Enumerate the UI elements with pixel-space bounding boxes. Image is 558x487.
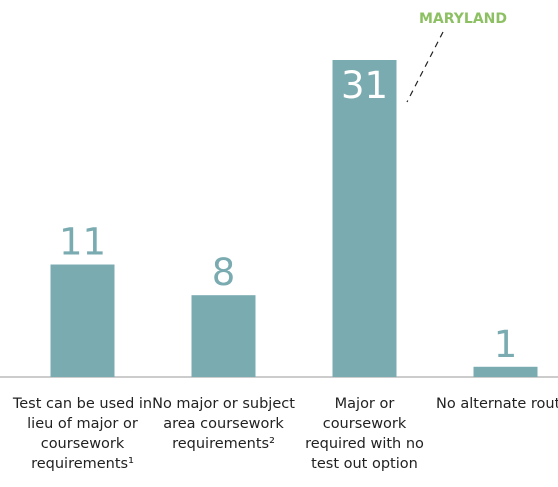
bar <box>50 264 115 377</box>
bar <box>332 60 397 377</box>
annotation-line <box>406 31 444 103</box>
category-label: Test can be used in lieu of major or cou… <box>12 396 153 472</box>
data-label: 1 <box>494 323 518 366</box>
bar <box>191 295 256 377</box>
annotation: MARYLAND <box>419 11 507 27</box>
data-label: 8 <box>212 251 236 294</box>
category-label: No alternate route³ <box>436 396 558 412</box>
data-label: 31 <box>341 64 388 107</box>
category-label: Major or coursework required with no tes… <box>305 396 424 472</box>
bar <box>473 366 538 377</box>
category-label: No major or subject area coursework requ… <box>152 396 295 452</box>
data-label: 11 <box>59 221 106 264</box>
